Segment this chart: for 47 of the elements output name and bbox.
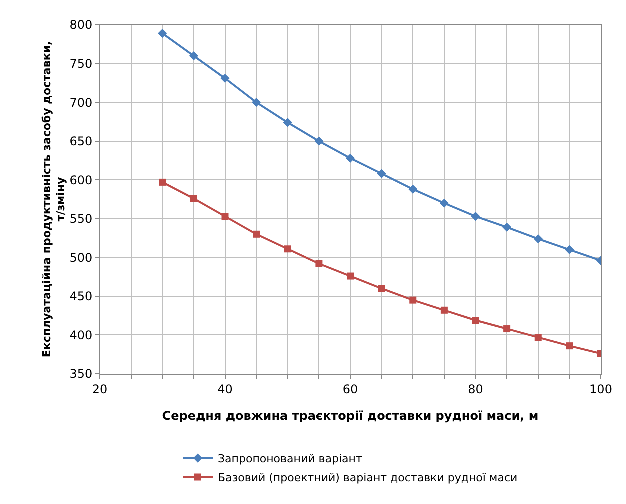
x-tick-label: 20 (92, 382, 108, 396)
x-axis-title: Середня довжина траєкторії доставки рудної маси, м (162, 409, 539, 423)
point (158, 28, 168, 38)
y-tick-label: 550 (70, 212, 93, 226)
point (220, 74, 230, 84)
point (566, 342, 574, 350)
legend-label: Базовий (проектний) варіант доставки рудної маси (218, 472, 518, 485)
point (347, 272, 354, 280)
y-tick-label: 500 (70, 250, 93, 265)
y-tick-label: 400 (70, 328, 93, 342)
y-tick-label: 700 (70, 96, 93, 110)
point (159, 178, 166, 186)
y-tick-label: 800 (70, 18, 93, 32)
point (471, 212, 480, 222)
point (316, 260, 323, 268)
y-axis-title: Експлуатаційна продуктивність засобу доставки, т/зміну (40, 41, 68, 358)
point (252, 98, 262, 108)
point (222, 213, 229, 220)
x-tick-label: 40 (218, 382, 233, 396)
point (534, 334, 542, 342)
point (534, 234, 543, 244)
point (504, 326, 511, 333)
point (284, 246, 292, 253)
point (346, 154, 356, 163)
point (190, 195, 198, 202)
point (410, 296, 417, 304)
y-tick-label: 600 (70, 173, 93, 188)
point (283, 118, 292, 128)
point (189, 51, 198, 61)
y-tick-label: 650 (70, 134, 93, 149)
point (565, 245, 574, 254)
y-tick-label: 450 (70, 290, 93, 304)
point (253, 230, 260, 238)
x-tick-label: 60 (342, 382, 358, 396)
point (440, 306, 448, 314)
x-tick-label: 80 (468, 382, 484, 396)
point (314, 136, 324, 146)
x-tick-label: 100 (590, 382, 612, 396)
y-tick-label: 350 (70, 367, 93, 382)
point (440, 198, 449, 208)
point (378, 285, 386, 292)
y-tick-label: 750 (70, 56, 93, 71)
point (502, 222, 512, 232)
point (408, 184, 418, 194)
point (377, 169, 386, 178)
point (472, 316, 480, 324)
legend-label: Запропонований варіант (218, 452, 363, 466)
